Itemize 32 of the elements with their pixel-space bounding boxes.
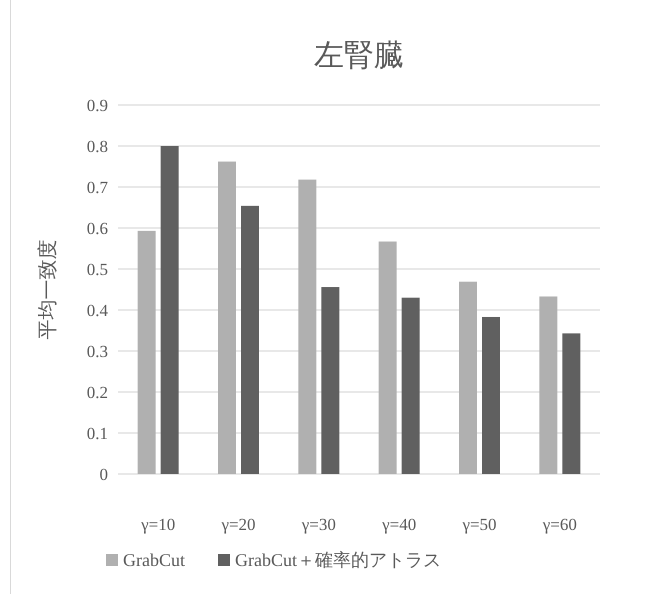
x-tick-label: γ=40 bbox=[381, 515, 416, 534]
x-tick-label: γ=30 bbox=[300, 515, 336, 534]
x-tick-label: γ=10 bbox=[140, 515, 176, 534]
y-tick-label: 0.4 bbox=[86, 301, 108, 320]
x-tick-label: γ=20 bbox=[220, 515, 256, 534]
bar bbox=[562, 333, 580, 474]
bar bbox=[241, 206, 259, 474]
bar bbox=[482, 316, 500, 474]
bar bbox=[321, 287, 340, 474]
y-tick-label: 0 bbox=[100, 465, 108, 484]
bar bbox=[218, 162, 236, 474]
y-tick-label: 0.6 bbox=[86, 219, 108, 238]
x-tick-label: γ=50 bbox=[461, 515, 497, 534]
legend-label: GrabCut bbox=[123, 550, 185, 570]
bar bbox=[160, 146, 179, 474]
bar bbox=[298, 180, 316, 474]
legend-label: GrabCut＋確率的アトラス bbox=[235, 550, 441, 570]
ylabel: 平均一致度 bbox=[37, 240, 59, 340]
title: 左腎臓 bbox=[314, 39, 404, 72]
y-tick-label: 0.9 bbox=[86, 96, 108, 115]
y-tick-label: 0.5 bbox=[86, 260, 108, 279]
y-tick-label: 0.1 bbox=[86, 424, 108, 443]
bar bbox=[459, 282, 477, 474]
bar bbox=[138, 230, 156, 474]
x-tick-label: γ=60 bbox=[542, 515, 577, 534]
bar bbox=[539, 296, 558, 474]
y-tick-label: 0.3 bbox=[86, 342, 108, 361]
y-tick-label: 0.2 bbox=[86, 383, 108, 402]
bar bbox=[402, 298, 420, 474]
y-tick-label: 0.8 bbox=[86, 137, 108, 156]
bar bbox=[378, 242, 397, 474]
y-tick-label: 0.7 bbox=[86, 178, 108, 197]
